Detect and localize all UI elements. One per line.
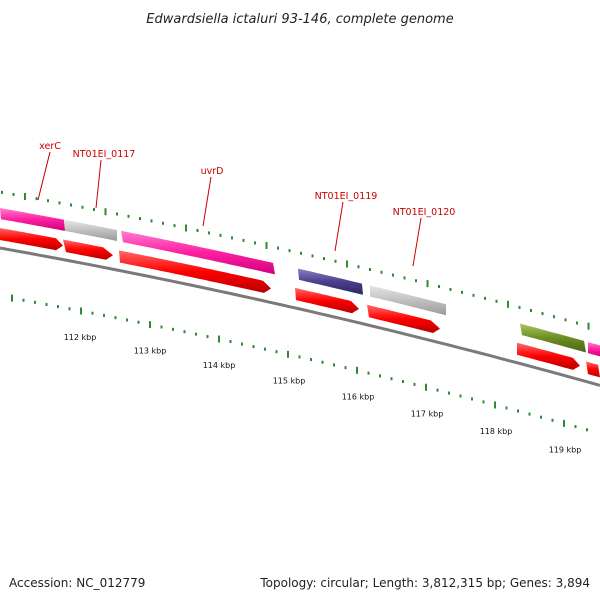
gene-label-uvrD: uvrD [201, 166, 224, 177]
tick-label: 117 kbp [411, 410, 444, 419]
gene-feature-xerC [0, 208, 65, 231]
label-leader-line [412, 217, 422, 267]
gene-feature-unlabeled-olive [520, 323, 586, 353]
tick-label: 112 kbp [64, 333, 97, 342]
gc-dot-track-upper [1, 190, 590, 330]
gene-feature-NT01EI_0120 [370, 285, 446, 316]
tick-label: 114 kbp [203, 361, 236, 370]
genome-backbone [0, 246, 600, 387]
gene-feature-uvrD [121, 230, 275, 275]
label-leader-line [334, 201, 344, 252]
tick-label: 115 kbp [273, 377, 306, 386]
gene-feature-unlabeled-edge [588, 342, 600, 357]
cds-arrow [367, 304, 440, 333]
cds-arrow [0, 228, 63, 251]
cds-arrow [517, 342, 580, 370]
tick-labels: 112 kbp 113 kbp 114 kbp 115 kbp 116 kbp 117 k… [64, 333, 582, 455]
gene-label-NT01EI_0120: NT01EI_0120 [393, 207, 456, 218]
gc-dot-track-lower [11, 294, 588, 432]
gene-label-xerC: xerC [39, 141, 61, 152]
tick-label: 116 kbp [342, 393, 375, 402]
gene-labels: xerC NT01EI_0117 uvrD NT01EI_0119 NT01EI_012… [37, 141, 456, 267]
gene-feature-NT01EI_0119 [298, 268, 363, 295]
tick-label: 119 kbp [549, 446, 582, 455]
map-title: Edwardsiella ictaluri 93-146, complete g… [146, 12, 453, 27]
cds-arrow [295, 287, 359, 314]
tick-label: 118 kbp [480, 427, 513, 436]
tick-label: 113 kbp [134, 347, 167, 356]
label-leader-line [202, 176, 212, 227]
label-leader-line [95, 159, 102, 209]
label-leader-line [37, 151, 51, 201]
genome-summary-text: Topology: circular; Length: 3,812,315 bp… [260, 576, 590, 590]
gene-label-NT01EI_0119: NT01EI_0119 [315, 191, 378, 202]
cds-track [0, 228, 600, 378]
cds-arrow [586, 361, 600, 378]
cds-arrow [119, 250, 271, 293]
gene-feature-NT01EI_0117 [65, 219, 117, 241]
gene-label-NT01EI_0117: NT01EI_0117 [73, 149, 136, 160]
feature-track [0, 208, 600, 357]
cds-arrow [63, 239, 113, 260]
accession-text: Accession: NC_012779 [9, 576, 146, 590]
